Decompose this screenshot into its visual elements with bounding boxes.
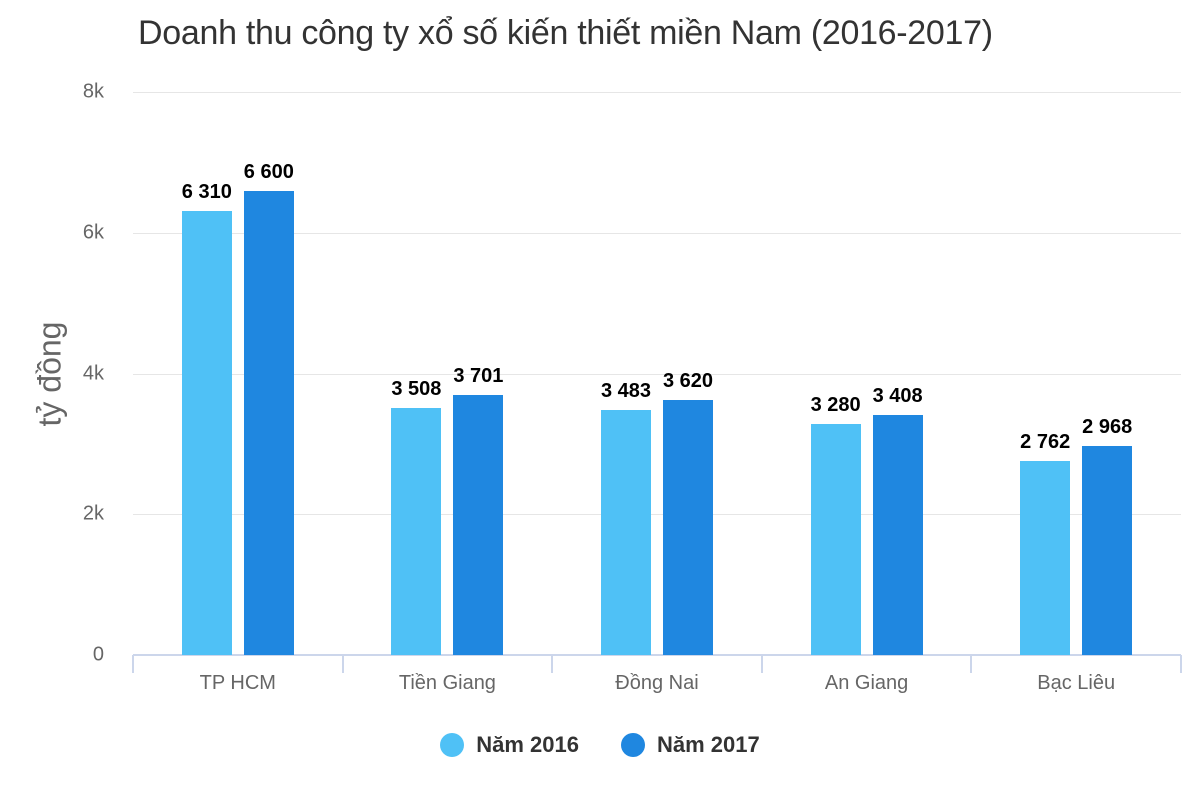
x-tick-mark	[341, 655, 344, 673]
chart-title: Doanh thu công ty xổ số kiến thiết miền …	[138, 14, 993, 52]
data-label: 3 620	[662, 370, 714, 393]
y-tick-label: 0	[92, 643, 104, 666]
data-label: 3 508	[391, 378, 442, 401]
legend-dot-2017-icon	[621, 733, 645, 757]
bar-năm-2016[interactable]	[1020, 460, 1071, 655]
gridline	[133, 92, 1181, 93]
bar-năm-2016[interactable]	[810, 424, 861, 655]
legend-item-2016[interactable]: Năm 2016	[440, 732, 579, 758]
bar-năm-2017[interactable]	[1082, 446, 1133, 655]
bar-năm-2017[interactable]	[453, 394, 504, 655]
bar-năm-2016[interactable]	[391, 408, 442, 655]
bar-năm-2016[interactable]	[601, 409, 651, 655]
bar-năm-2016[interactable]	[181, 210, 232, 655]
x-tick-mark	[551, 655, 554, 673]
data-label: 3 483	[600, 379, 652, 402]
bar-năm-2017[interactable]	[663, 400, 713, 655]
y-tick-label: 6k	[82, 221, 104, 244]
x-tick-label: Bạc Liêu	[1037, 672, 1116, 694]
data-label: 2 762	[1020, 430, 1071, 453]
data-label: 6 600	[243, 160, 294, 183]
x-tick-mark	[132, 655, 134, 673]
bar-năm-2017[interactable]	[872, 415, 923, 655]
legend: Năm 2016 Năm 2017	[0, 732, 1200, 758]
bar-năm-2017[interactable]	[243, 190, 294, 655]
legend-item-2017[interactable]: Năm 2017	[621, 732, 760, 758]
y-tick-label: 4k	[82, 362, 104, 384]
x-tick-label: Tiền Giang	[398, 672, 496, 694]
gridline	[133, 514, 1181, 516]
y-tick-label: 8k	[82, 80, 104, 103]
x-tick-label: Đồng Nai	[615, 672, 699, 694]
x-tick-mark	[1180, 655, 1182, 673]
gridline	[133, 373, 1181, 375]
legend-label-2017: Năm 2017	[657, 732, 760, 757]
gridline	[133, 232, 1181, 234]
data-label: 3 701	[453, 364, 504, 387]
x-tick-mark	[970, 655, 973, 673]
y-tick-label: 2k	[82, 502, 104, 525]
data-label: 3 408	[872, 385, 923, 408]
x-tick-label: An Giang	[824, 672, 909, 694]
legend-dot-2016-icon	[440, 733, 465, 757]
x-tick-mark	[760, 655, 763, 673]
x-tick-label: TP HCM	[199, 672, 276, 694]
data-label: 6 310	[181, 180, 232, 203]
data-label: 2 968	[1082, 416, 1133, 439]
data-label: 3 280	[810, 394, 861, 417]
legend-label-2016: Năm 2016	[476, 732, 579, 757]
x-axis-line	[133, 654, 1181, 656]
y-axis-label: tỷ đồng	[31, 321, 68, 427]
